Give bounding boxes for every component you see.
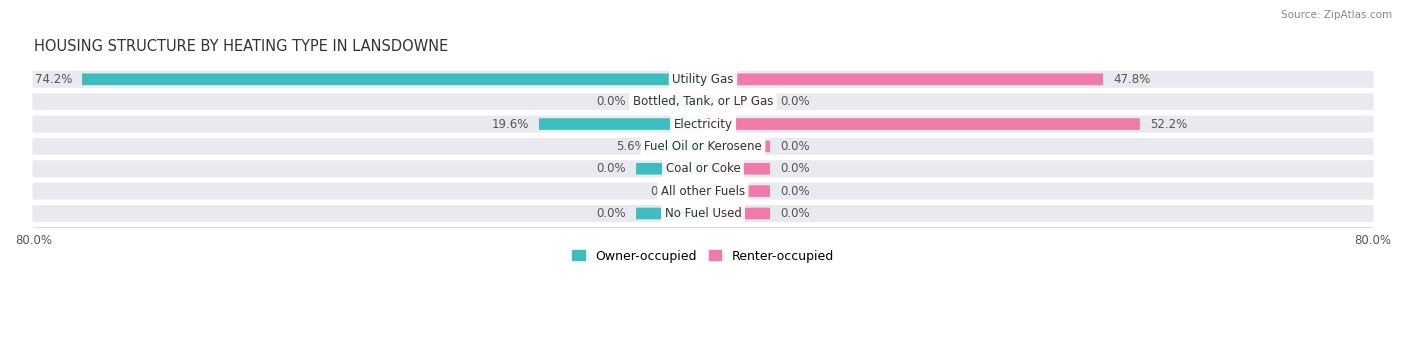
Legend: Owner-occupied, Renter-occupied: Owner-occupied, Renter-occupied (568, 244, 838, 267)
Text: Bottled, Tank, or LP Gas: Bottled, Tank, or LP Gas (633, 95, 773, 108)
FancyBboxPatch shape (538, 118, 703, 130)
Text: No Fuel Used: No Fuel Used (665, 207, 741, 220)
Text: 0.0%: 0.0% (780, 95, 810, 108)
Text: Coal or Coke: Coal or Coke (665, 162, 741, 175)
FancyBboxPatch shape (32, 71, 1374, 88)
FancyBboxPatch shape (32, 138, 1374, 155)
FancyBboxPatch shape (32, 116, 1374, 133)
Text: 74.2%: 74.2% (35, 73, 72, 86)
FancyBboxPatch shape (697, 185, 703, 197)
Text: Utility Gas: Utility Gas (672, 73, 734, 86)
Text: 0.62%: 0.62% (651, 184, 688, 198)
Text: 47.8%: 47.8% (1114, 73, 1150, 86)
Text: 0.0%: 0.0% (780, 162, 810, 175)
Text: 52.2%: 52.2% (1150, 118, 1187, 131)
Text: Fuel Oil or Kerosene: Fuel Oil or Kerosene (644, 140, 762, 153)
FancyBboxPatch shape (32, 183, 1374, 199)
Text: 0.0%: 0.0% (780, 140, 810, 153)
Text: All other Fuels: All other Fuels (661, 184, 745, 198)
Text: Source: ZipAtlas.com: Source: ZipAtlas.com (1281, 10, 1392, 20)
FancyBboxPatch shape (32, 160, 1374, 177)
Text: 0.0%: 0.0% (596, 162, 626, 175)
Text: 0.0%: 0.0% (596, 95, 626, 108)
FancyBboxPatch shape (82, 73, 703, 85)
FancyBboxPatch shape (703, 96, 770, 107)
FancyBboxPatch shape (703, 163, 770, 175)
Text: 0.0%: 0.0% (780, 207, 810, 220)
FancyBboxPatch shape (636, 163, 703, 175)
Text: 19.6%: 19.6% (492, 118, 529, 131)
FancyBboxPatch shape (703, 140, 770, 152)
FancyBboxPatch shape (636, 96, 703, 107)
FancyBboxPatch shape (32, 205, 1374, 222)
FancyBboxPatch shape (703, 185, 770, 197)
Text: 0.0%: 0.0% (780, 184, 810, 198)
Text: 0.0%: 0.0% (596, 207, 626, 220)
Text: HOUSING STRUCTURE BY HEATING TYPE IN LANSDOWNE: HOUSING STRUCTURE BY HEATING TYPE IN LAN… (34, 39, 447, 54)
FancyBboxPatch shape (703, 208, 770, 219)
Text: Electricity: Electricity (673, 118, 733, 131)
Text: 5.6%: 5.6% (616, 140, 647, 153)
FancyBboxPatch shape (657, 140, 703, 152)
FancyBboxPatch shape (703, 73, 1104, 85)
FancyBboxPatch shape (703, 118, 1140, 130)
FancyBboxPatch shape (32, 93, 1374, 110)
FancyBboxPatch shape (636, 208, 703, 219)
